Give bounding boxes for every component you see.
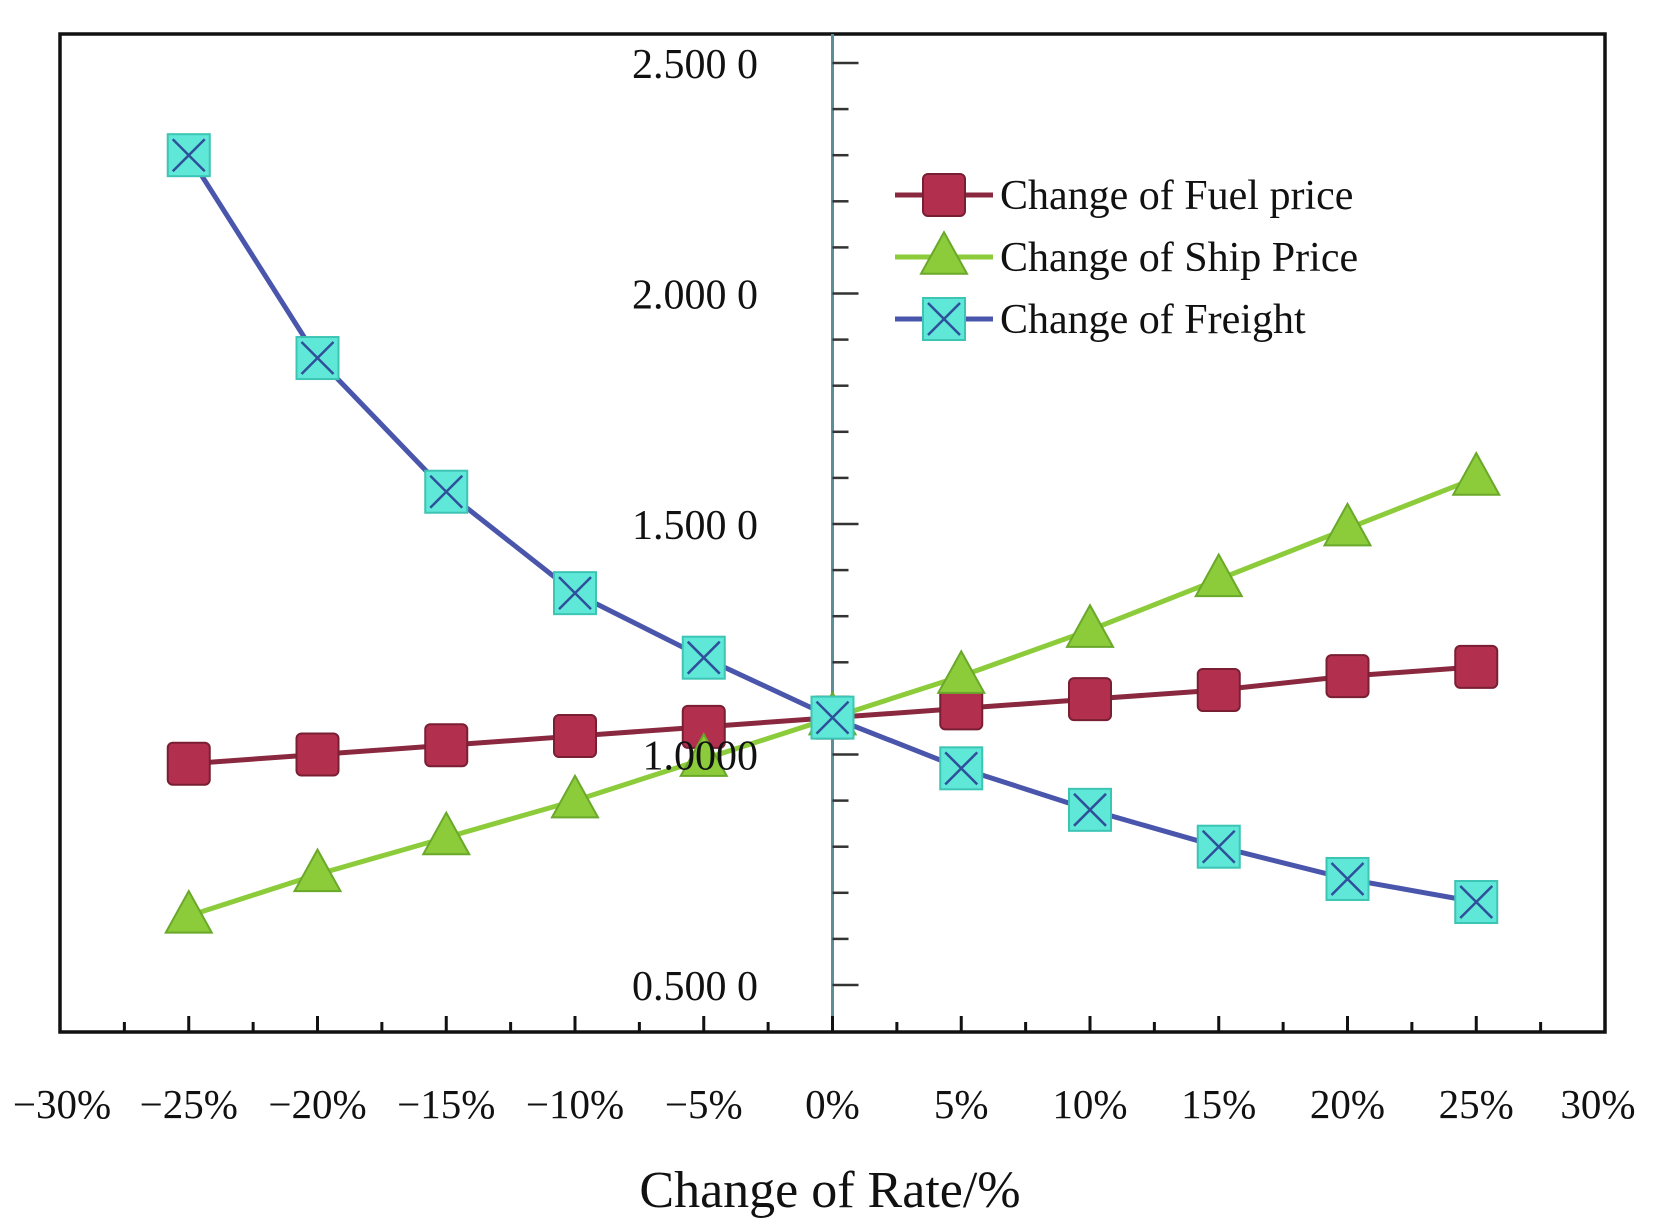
y-tick-label: 2.500 0 — [632, 42, 758, 88]
x-tick-label: 10% — [1052, 1081, 1127, 1127]
x-tick-labels: −30% −25% −20% −15% −10% −5% 0% 5% 10% 15% 20% 25% 3… — [13, 1081, 1636, 1127]
series-3-point-cross-b — [815, 700, 850, 735]
series-3-point-cross-b — [686, 640, 721, 675]
series-3-point — [424, 469, 469, 514]
series-1-point — [1454, 644, 1499, 689]
x-tick-label: −10% — [526, 1081, 624, 1127]
series-1-point — [166, 741, 211, 786]
series-2-point — [1194, 552, 1244, 598]
axes-layer — [58, 34, 1607, 1032]
legend-marker-3-cross-b — [927, 302, 961, 336]
x-tick-label: −20% — [268, 1081, 366, 1127]
legend-marker-1 — [922, 173, 966, 217]
series-1-point — [1068, 677, 1112, 722]
legend-label-3: Change of Freight — [1000, 297, 1306, 343]
x-tick-label: 20% — [1310, 1081, 1385, 1127]
series-3-point — [1325, 856, 1370, 901]
series-2-point — [1322, 501, 1373, 547]
series-3-point-cross-b — [558, 576, 592, 611]
series-3-point — [681, 635, 726, 680]
x-tick-label: 5% — [934, 1081, 989, 1127]
series-3-point — [939, 746, 984, 791]
legend-label-1: Change of Fuel price — [1000, 173, 1353, 219]
x-axis-label: Change of Rate/% — [639, 1162, 1020, 1219]
y-tick-label: 0.500 0 — [632, 964, 758, 1010]
x-tick-label: −30% — [13, 1081, 111, 1127]
series-1-point — [424, 723, 469, 768]
series-3-point-cross-b — [1073, 792, 1107, 827]
x-tick-label: 25% — [1439, 1081, 1514, 1127]
series-1-point — [295, 732, 340, 777]
series-2-point — [936, 649, 986, 694]
series-2-point — [421, 810, 471, 856]
x-tick-label: −15% — [397, 1081, 495, 1127]
series-3-point-cross-b — [944, 751, 979, 786]
series-3-point — [810, 695, 855, 740]
series-1-point — [553, 714, 597, 759]
series-3-point-cross-b — [1459, 885, 1494, 919]
x-tick-label: 30% — [1560, 1081, 1635, 1127]
series-3-point-cross-b — [171, 138, 206, 173]
series-2-point — [164, 888, 214, 934]
y-tick-labels: 0.500 0 1.0000 1.500 0 2.000 0 2.500 0 — [632, 42, 758, 1010]
series-3-point — [1196, 824, 1241, 869]
series-1-point — [1325, 654, 1370, 699]
series-3-point — [166, 133, 211, 178]
series-3-point-cross-b — [429, 474, 464, 509]
series-2-point — [292, 847, 343, 893]
series-3-point — [1068, 787, 1112, 832]
x-tick-label: −25% — [140, 1081, 238, 1127]
legend-label-2: Change of Ship Price — [1000, 235, 1358, 281]
series-1-point — [1196, 667, 1241, 712]
series-3-point-cross-b — [1201, 829, 1236, 864]
legend-marker-3 — [922, 297, 966, 341]
series-3-point-cross-b — [300, 341, 335, 375]
series-3-point — [553, 571, 597, 616]
y-tick-label: 1.0000 — [643, 734, 759, 780]
series-3-point — [295, 336, 340, 381]
series-3-point — [1454, 880, 1499, 925]
y-tick-label: 1.500 0 — [632, 503, 758, 549]
x-tick-label: 0% — [805, 1081, 860, 1127]
x-tick-label: 15% — [1181, 1081, 1256, 1127]
series-2-point — [679, 732, 729, 777]
x-tick-label: −5% — [665, 1081, 743, 1127]
marker-layer — [164, 133, 1501, 934]
y-tick-label: 2.000 0 — [632, 273, 758, 319]
legend: Change of Fuel price Change of Ship Price… — [895, 173, 1358, 343]
series-2-point — [550, 773, 600, 819]
legend-marker-2 — [919, 230, 969, 275]
series-2-point — [1451, 451, 1501, 496]
series-2-point — [1065, 603, 1115, 648]
series-3-point-cross-b — [1330, 862, 1365, 896]
